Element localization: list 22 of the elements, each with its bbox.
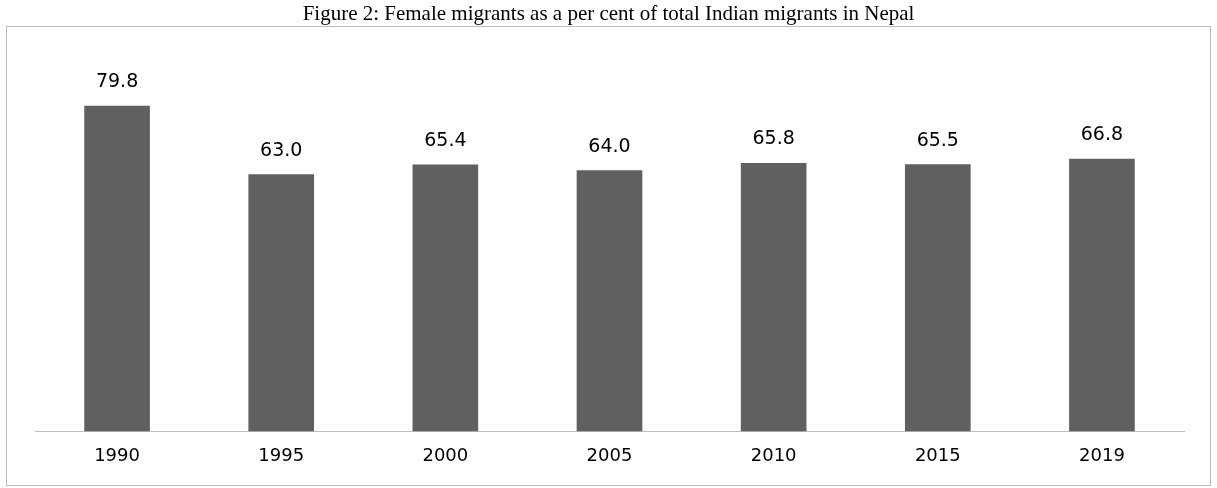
- x-tick-label: 2000: [422, 443, 469, 465]
- data-label: 66.8: [1080, 122, 1124, 145]
- x-tick-label: 1995: [258, 443, 305, 465]
- bar: [904, 164, 971, 432]
- x-tick-label: 2015: [914, 443, 961, 465]
- bar: [84, 105, 150, 432]
- data-label: 65.5: [916, 127, 959, 150]
- bar: [412, 164, 479, 432]
- x-tick-label: 1990: [94, 443, 140, 465]
- data-label: 64.0: [588, 133, 631, 156]
- x-tick-label: 2010: [750, 443, 797, 465]
- data-label: 65.8: [752, 126, 795, 149]
- bar: [740, 162, 807, 432]
- x-tick-label: 2005: [586, 443, 633, 465]
- data-label: 63.0: [260, 137, 303, 160]
- chart-title: Figure 2: Female migrants as a per cent of total Indian migrants in Nepal: [301, 0, 916, 26]
- data-label: 65.4: [424, 128, 467, 151]
- data-label: 79.8: [95, 69, 139, 92]
- bar: [1069, 158, 1135, 432]
- bar: [576, 170, 643, 432]
- x-tick-label: 2019: [1079, 443, 1125, 465]
- bar: [248, 174, 315, 432]
